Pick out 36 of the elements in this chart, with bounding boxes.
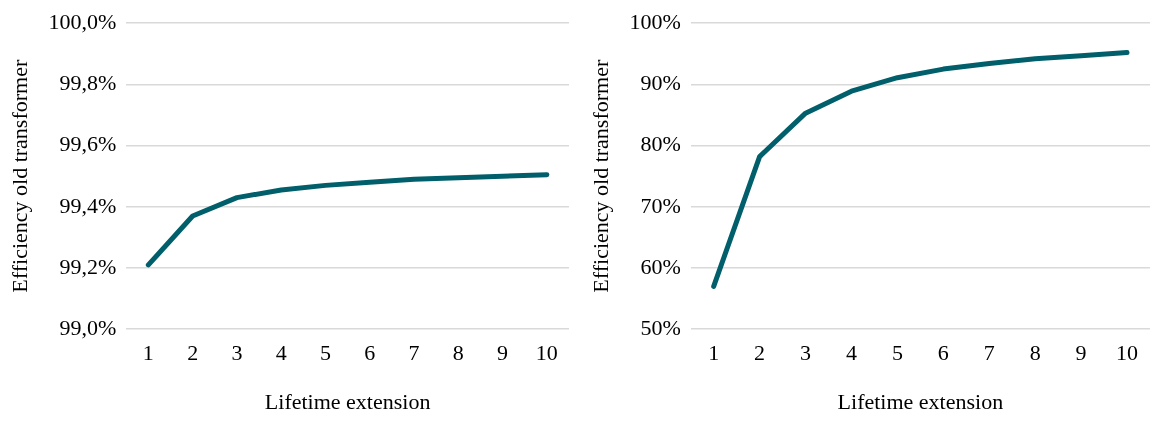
y-tick-label: 99,4% <box>59 192 117 218</box>
y-tick-label: 99,2% <box>59 253 117 279</box>
x-tick-label: 4 <box>845 340 857 366</box>
y-axis-title: Efficiency old transformer <box>587 59 613 293</box>
y-tick-label: 70% <box>640 192 681 218</box>
x-tick-label: 4 <box>275 340 287 366</box>
x-tick-label: 9 <box>497 340 509 366</box>
x-tick-label: 1 <box>142 340 154 366</box>
y-tick-label: 50% <box>640 314 681 340</box>
y-tick-label: 90% <box>640 70 681 96</box>
x-tick-label: 10 <box>1116 340 1139 366</box>
x-tick-label: 3 <box>800 340 812 366</box>
x-tick-label: 2 <box>754 340 766 366</box>
y-tick-label: 99,8% <box>59 70 117 96</box>
y-tick-label: 99,6% <box>59 131 117 157</box>
x-tick-label: 7 <box>983 340 995 366</box>
x-tick-label: 6 <box>937 340 949 366</box>
x-tick-label: 9 <box>1075 340 1087 366</box>
x-tick-label: 6 <box>364 340 376 366</box>
x-tick-label: 10 <box>535 340 558 366</box>
x-tick-label: 1 <box>708 340 720 366</box>
y-tick-label: 100% <box>629 8 681 34</box>
x-tick-label: 5 <box>319 340 331 366</box>
y-tick-label: 60% <box>640 253 681 279</box>
x-axis-title: Lifetime extension <box>837 388 1004 414</box>
x-tick-label: 3 <box>231 340 243 366</box>
x-tick-label: 8 <box>452 340 464 366</box>
y-tick-label: 99,0% <box>59 314 117 340</box>
y-axis-title: Efficiency old transformer <box>6 59 32 293</box>
y-tick-label: 100,0% <box>48 8 117 34</box>
x-axis-title: Lifetime extension <box>264 388 431 414</box>
x-tick-label: 8 <box>1029 340 1041 366</box>
x-tick-label: 2 <box>187 340 199 366</box>
y-tick-label: 80% <box>640 131 681 157</box>
x-tick-label: 7 <box>408 340 420 366</box>
x-tick-label: 5 <box>891 340 903 366</box>
